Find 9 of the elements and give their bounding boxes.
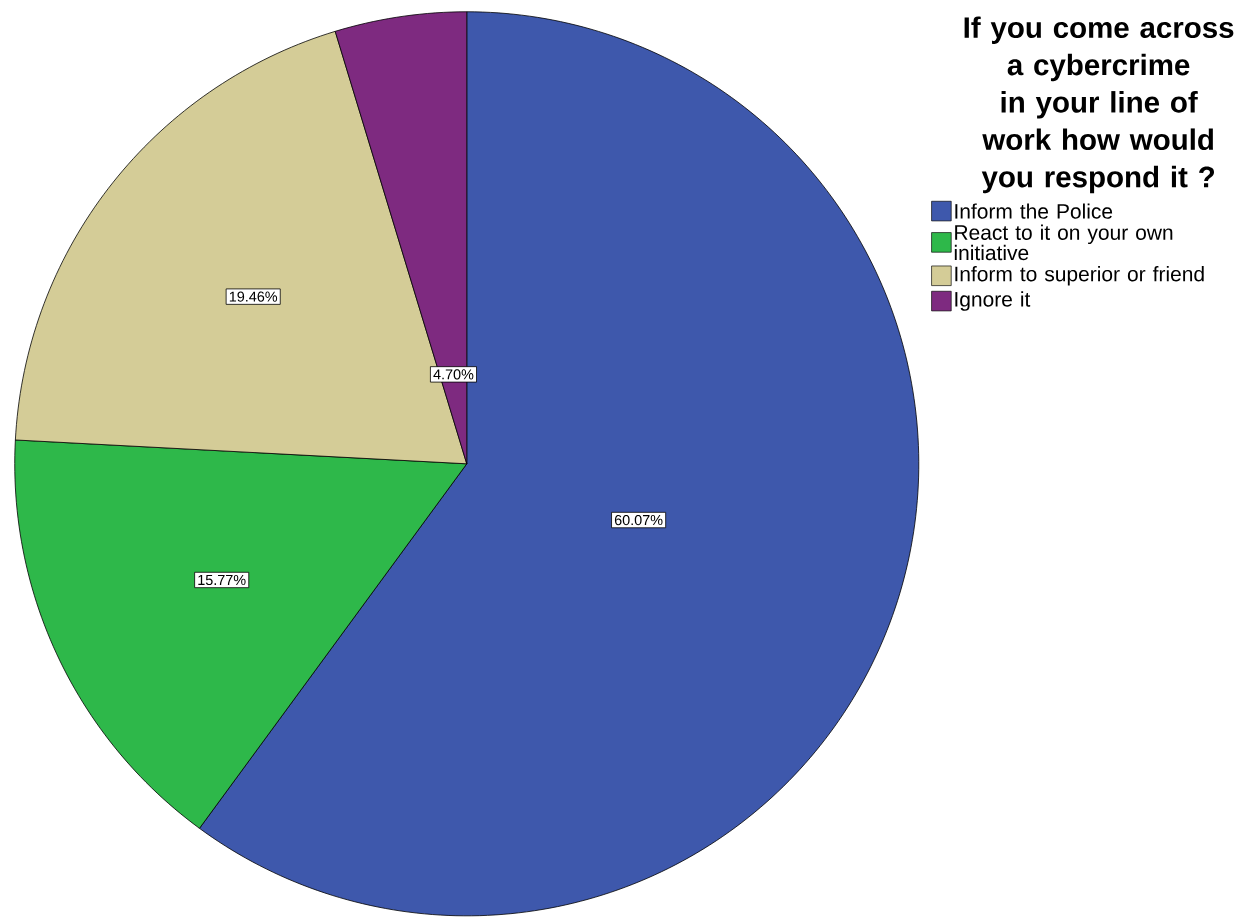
data-label: 4.70% xyxy=(433,369,474,380)
legend-title: If you come across a cybercrime in your line of work how would you respond it ? xyxy=(964,16,1234,194)
data-label: 15.77% xyxy=(198,575,246,586)
legend-label: Inform to superior or friend xyxy=(955,266,1204,286)
data-label: 60.07% xyxy=(614,515,663,526)
legend-label: Inform the Police xyxy=(955,203,1113,219)
legend-label: Ignore it xyxy=(955,291,1031,311)
data-label: 19.46% xyxy=(229,291,278,302)
legend-label: React to it on your own initiative xyxy=(954,224,1173,261)
